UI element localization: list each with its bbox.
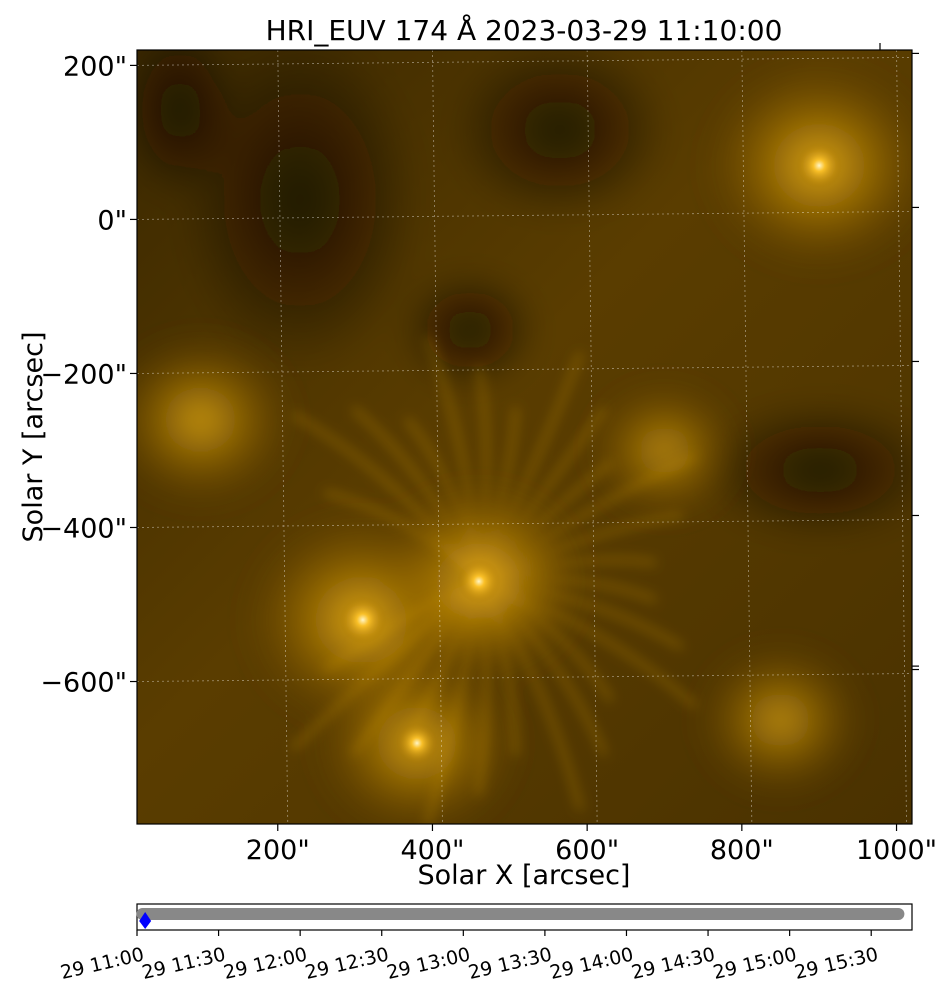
timeline-tick-label: 29 13:30 <box>466 943 554 984</box>
fan-loop <box>476 366 489 582</box>
timeline-tick-label: 29 12:30 <box>303 943 391 984</box>
fan-loop <box>477 454 697 584</box>
fan-loop <box>477 512 683 584</box>
grid-line-lon <box>896 50 907 824</box>
timeline-tick-label: 29 14:30 <box>629 943 717 984</box>
timeline-tick-label: 29 13:00 <box>385 943 473 984</box>
grid-line-lat <box>137 365 912 374</box>
chart-title: HRI_EUV 174 Å 2023-03-29 11:10:00 <box>266 13 783 47</box>
grid-line-lon <box>741 50 753 824</box>
plot-frame <box>136 49 913 825</box>
fan-loop <box>291 579 481 751</box>
timeline-tick-label: 29 15:00 <box>711 943 799 984</box>
fan-loop <box>351 406 482 583</box>
fan-loop <box>478 576 657 603</box>
fan-loop <box>478 557 657 584</box>
fan-loop <box>424 581 482 824</box>
grid-line-lat <box>137 211 912 220</box>
feature-diffuse-corona <box>585 378 744 522</box>
timeline-tick-label: 29 15:30 <box>793 943 881 984</box>
timeline-tick-label: 29 11:30 <box>140 943 228 984</box>
fan-loop <box>477 579 607 756</box>
y-tick-label: −400" <box>40 513 127 544</box>
fan-loop <box>476 407 519 583</box>
fan-loop <box>404 417 482 582</box>
grid-line-lat <box>137 519 912 528</box>
y-tick-label: −600" <box>40 668 127 699</box>
y-tick-label: −200" <box>40 359 127 390</box>
grid-line-lat <box>137 57 912 66</box>
feature-core <box>456 559 501 604</box>
y-tick-label: 200" <box>63 51 127 82</box>
grid-line-lon <box>277 50 289 824</box>
feature-plume <box>137 330 299 509</box>
timeline-tick-label: 29 11:00 <box>58 943 146 984</box>
feature-core <box>338 595 387 644</box>
fan-loop <box>476 352 583 583</box>
timeline-tick-label: 29 12:00 <box>222 943 310 984</box>
fan-loop <box>424 335 482 582</box>
x-tick-label: 800" <box>710 835 774 866</box>
x-tick-label: 200" <box>246 835 310 866</box>
fan-loop <box>476 406 607 583</box>
fan-loop <box>476 580 489 796</box>
grid-line-lon <box>432 50 443 824</box>
feature-core <box>395 721 439 765</box>
y-tick-label: 0" <box>97 205 127 236</box>
x-tick-label: 1000" <box>856 835 937 866</box>
grid-line-lon <box>586 50 598 824</box>
solar-image <box>137 50 912 824</box>
fan-loop <box>476 579 583 811</box>
fan-loop <box>478 578 684 650</box>
fan-loop <box>477 460 613 584</box>
timeline-current-frame <box>139 912 152 929</box>
y-axis-label: Solar Y [arcsec] <box>18 332 49 543</box>
fan-loop <box>291 411 481 583</box>
grid-line-lat <box>137 673 912 682</box>
feature-loops-east <box>694 641 867 799</box>
x-tick-label: 400" <box>400 835 464 866</box>
timeline-tick-label: 29 14:00 <box>548 943 636 984</box>
feature-core <box>795 142 843 189</box>
x-tick-label: 600" <box>555 835 619 866</box>
fan-loop <box>478 579 698 709</box>
x-axis-label: Solar X [arcsec] <box>418 860 631 891</box>
